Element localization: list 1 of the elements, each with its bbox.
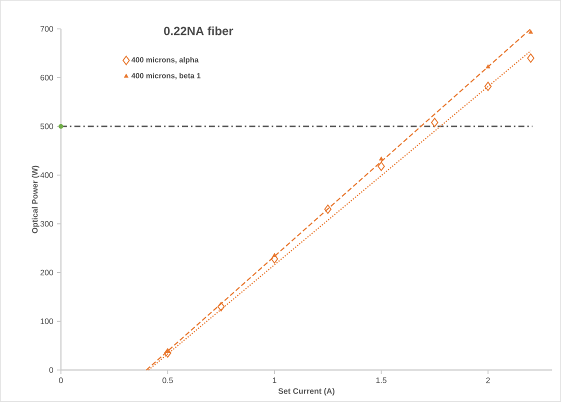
chart-title: 0.22NA fiber [164,26,234,36]
